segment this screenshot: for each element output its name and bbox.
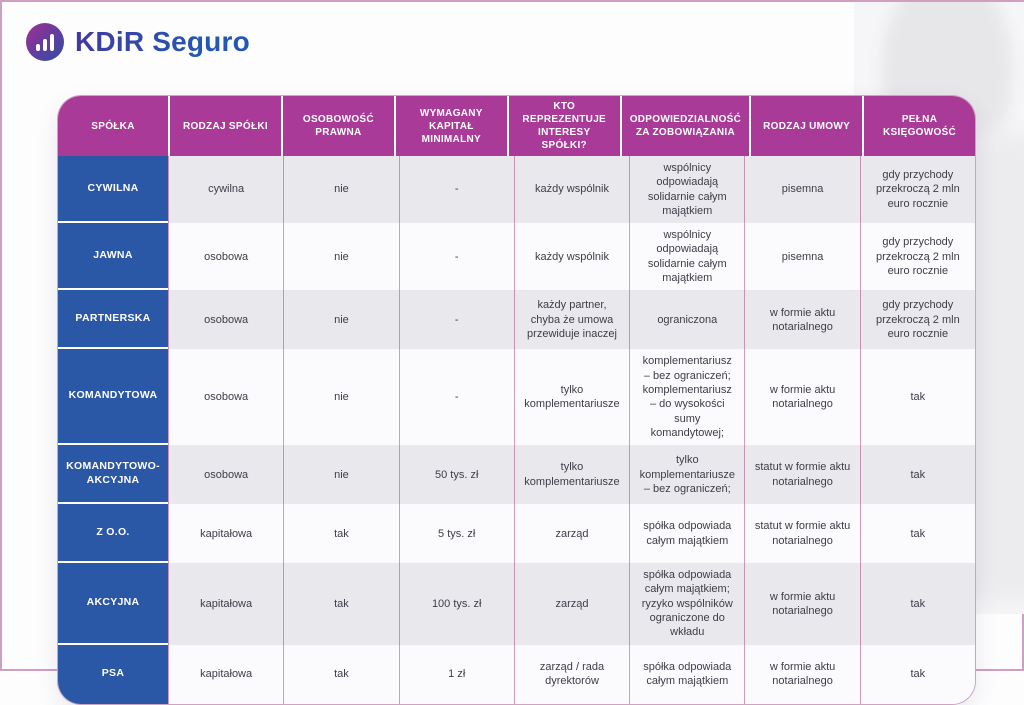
table-row: Z O.O. kapitałowa tak 5 tys. zł zarząd spółka… [58, 504, 975, 564]
table-cell: - [398, 290, 514, 350]
table-cell: osobowa [168, 223, 284, 291]
row-header-cell: PARTNERSKA [58, 290, 168, 350]
table-row: KOMANDYTOWO-AKCYJNA osobowa nie 50 tys. zł t… [58, 445, 975, 505]
table-row: CYWILNA cywilna nie - każdy wspólnik wspólnic… [58, 156, 975, 224]
table-cell: kapitałowa [168, 563, 284, 645]
table-cell: tak [859, 349, 975, 446]
brand-name: KDiR Seguro [75, 26, 250, 57]
row-header-cell: JAWNA [58, 223, 168, 291]
table-cell: 100 tys. zł [398, 563, 514, 645]
table-cell: tak [859, 563, 975, 645]
table-cell: - [398, 223, 514, 291]
table-cell: tak [859, 504, 975, 564]
header-cell: RODZAJ SPÓŁKI [168, 96, 281, 156]
bar-chart-icon [26, 23, 64, 61]
table-cell: gdy przychody przekroczą 2 mln euro rocz… [859, 290, 975, 350]
company-types-comparison-table: SPÓŁKA RODZAJ SPÓŁKI OSOBOWOŚĆ PRAWNA WYMAG… [57, 95, 976, 705]
header-cell: KTO REPREZENTUJE INTERESY SPÓŁKI? [506, 96, 620, 156]
table-cell: nie [283, 445, 399, 505]
table-cell: w formie aktu notarialnego [744, 563, 860, 645]
table-cell: zarząd / rada dyrektorów [513, 644, 630, 704]
header-cell: ODPOWIEDZIALNOŚĆ ZA ZOBOWIĄZANIA [619, 96, 750, 156]
table-cell: osobowa [168, 445, 284, 505]
table-cell: w formie aktu notarialnego [744, 644, 860, 704]
table-cell: każdy wspólnik [513, 223, 630, 291]
table-row: PSA kapitałowa tak 1 zł zarząd / rada dyrekt… [58, 644, 975, 704]
table-cell: cywilna [168, 156, 284, 224]
brand-header: KDiR Seguro [26, 23, 250, 61]
table-header-row: SPÓŁKA RODZAJ SPÓŁKI OSOBOWOŚĆ PRAWNA WYMAG… [58, 96, 975, 156]
table-cell: każdy wspólnik [513, 156, 630, 224]
table-cell: tak [859, 644, 975, 704]
table-row: KOMANDYTOWA osobowa nie - tylko komplementar… [58, 349, 975, 446]
table-cell: 1 zł [398, 644, 514, 704]
table-cell: spółka odpowiada całym majątkiem; ryzyko… [629, 563, 745, 645]
table-cell: spółka odpowiada całym majątkiem [629, 644, 745, 704]
table-cell: gdy przychody przekroczą 2 mln euro rocz… [859, 223, 975, 291]
table-cell: komplementariusz – bez ograniczeń; kompl… [629, 349, 745, 446]
table-cell: tak [283, 644, 399, 704]
header-cell: PEŁNA KSIĘGOWOŚĆ [862, 96, 975, 156]
header-cell: OSOBOWOŚĆ PRAWNA [280, 96, 394, 156]
table-row: JAWNA osobowa nie - każdy wspólnik wspólnicy … [58, 223, 975, 291]
header-cell: SPÓŁKA [58, 96, 168, 156]
header-cell: RODZAJ UMOWY [749, 96, 863, 156]
table-cell: tylko komplementariusze [513, 349, 630, 446]
row-header-cell: CYWILNA [58, 156, 168, 224]
table-cell: osobowa [168, 349, 284, 446]
header-cell: WYMAGANY KAPITAŁ MINIMALNY [393, 96, 507, 156]
table-cell: każdy partner, chyba że umowa przewiduje… [513, 290, 630, 350]
table-cell: w formie aktu notarialnego [744, 349, 860, 446]
table-cell: tak [283, 563, 399, 645]
table-cell: pisemna [744, 156, 860, 224]
table-cell: tylko komplementariusze [513, 445, 630, 505]
table-cell: wspólnicy odpowiadają solidarnie całym m… [629, 156, 745, 224]
table-body: CYWILNA cywilna nie - każdy wspólnik wspólnic… [58, 156, 975, 704]
table-cell: nie [283, 290, 399, 350]
table-cell: zarząd [513, 563, 630, 645]
table-cell: w formie aktu notarialnego [744, 290, 860, 350]
row-header-cell: KOMANDYTOWO-AKCYJNA [58, 445, 168, 505]
table-cell: nie [283, 349, 399, 446]
table-row: PARTNERSKA osobowa nie - każdy partner, chyb… [58, 290, 975, 350]
row-header-cell: Z O.O. [58, 504, 168, 564]
table-cell: 50 tys. zł [398, 445, 514, 505]
row-header-cell: KOMANDYTOWA [58, 349, 168, 446]
table-cell: statut w formie aktu notarialnego [744, 445, 860, 505]
table-row: AKCYJNA kapitałowa tak 100 tys. zł zarząd spó… [58, 563, 975, 645]
table-cell: - [398, 156, 514, 224]
table-cell: kapitałowa [168, 644, 284, 704]
table-cell: pisemna [744, 223, 860, 291]
row-header-cell: PSA [58, 644, 168, 704]
row-header-cell: AKCYJNA [58, 563, 168, 645]
table-cell: wspólnicy odpowiadają solidarnie całym m… [629, 223, 745, 291]
table-cell: osobowa [168, 290, 284, 350]
table-cell: kapitałowa [168, 504, 284, 564]
table-cell: tylko komplementariusze – bez ograniczeń… [629, 445, 745, 505]
table-cell: nie [283, 223, 399, 291]
table-cell: - [398, 349, 514, 446]
table-cell: tak [859, 445, 975, 505]
table-cell: ograniczona [629, 290, 745, 350]
table-cell: tak [283, 504, 399, 564]
table-cell: 5 tys. zł [398, 504, 514, 564]
table-cell: zarząd [513, 504, 630, 564]
table-cell: statut w formie aktu notarialnego [744, 504, 860, 564]
table-cell: gdy przychody przekroczą 2 mln euro rocz… [859, 156, 975, 224]
table-cell: nie [283, 156, 399, 224]
table-cell: spółka odpowiada całym majątkiem [629, 504, 745, 564]
